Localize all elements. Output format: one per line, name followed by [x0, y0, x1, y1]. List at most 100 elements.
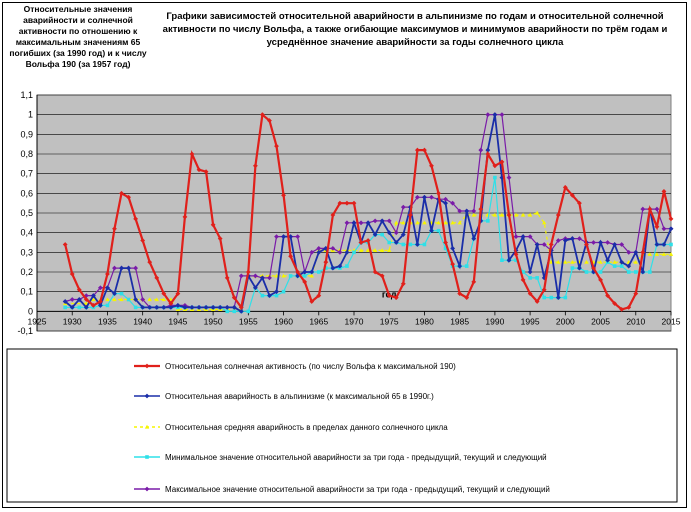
- x-tick-label: 1950: [204, 316, 223, 326]
- data-point: [570, 259, 575, 264]
- data-point: [119, 291, 124, 296]
- legend-item: Относительная солнечная активность (по ч…: [134, 362, 456, 371]
- data-point: [605, 293, 610, 298]
- data-point: [281, 289, 286, 294]
- data-point: [527, 269, 533, 275]
- data-point: [661, 252, 667, 256]
- data-point: [105, 297, 110, 302]
- series-1: [62, 112, 674, 314]
- x-tick-label: 1935: [98, 316, 117, 326]
- x-tick-label: 2005: [591, 316, 610, 326]
- y-tick-label: 0,5: [20, 208, 33, 218]
- data-point: [90, 303, 96, 308]
- data-point: [217, 236, 223, 241]
- data-point: [555, 295, 561, 300]
- data-point: [542, 295, 546, 300]
- data-point: [260, 112, 265, 118]
- data-point: [302, 269, 308, 275]
- data-point: [225, 309, 229, 314]
- data-point: [422, 194, 427, 200]
- data-point: [231, 295, 237, 300]
- data-point: [612, 259, 617, 264]
- data-point: [478, 147, 484, 153]
- data-point: [316, 249, 322, 255]
- data-point: [471, 236, 477, 241]
- x-tick-label: 1965: [309, 316, 328, 326]
- data-point: [154, 305, 160, 310]
- data-point: [182, 214, 188, 220]
- data-point: [654, 252, 660, 256]
- data-point: [62, 242, 68, 247]
- data-point: [105, 271, 110, 277]
- data-point: [351, 200, 357, 206]
- x-tick-label: 1955: [239, 316, 258, 326]
- data-point: [577, 265, 582, 271]
- data-point: [309, 299, 315, 304]
- data-point: [83, 305, 89, 310]
- data-point: [562, 185, 568, 190]
- data-point: [534, 242, 540, 247]
- data-point: [619, 259, 625, 265]
- data-point: [549, 295, 554, 300]
- data-point: [154, 297, 159, 302]
- data-point: [492, 163, 498, 169]
- data-point: [464, 295, 470, 300]
- data-point: [598, 270, 603, 274]
- data-point: [619, 242, 625, 247]
- data-point: [422, 242, 427, 247]
- data-point: [274, 234, 279, 239]
- data-point: [133, 216, 139, 222]
- data-point: [506, 212, 512, 218]
- data-point: [612, 301, 618, 306]
- data-point: [661, 242, 667, 247]
- data-point: [499, 212, 505, 217]
- data-point: [464, 264, 469, 268]
- data-point: [527, 291, 533, 297]
- data-point: [556, 259, 561, 264]
- data-point: [393, 240, 399, 245]
- data-point: [584, 270, 589, 274]
- data-point: [393, 295, 399, 300]
- data-point: [400, 204, 406, 210]
- data-point: [62, 299, 68, 304]
- legend-marker: [145, 455, 149, 459]
- data-point: [605, 240, 610, 245]
- data-point: [619, 264, 624, 268]
- data-point: [648, 270, 652, 274]
- legend-item: Максимальное значение относительной авар…: [134, 485, 550, 494]
- data-point: [352, 250, 356, 255]
- data-point: [140, 297, 146, 302]
- data-point: [527, 234, 533, 239]
- data-point: [598, 277, 603, 283]
- data-point: [90, 293, 96, 298]
- x-tick-label: 2010: [626, 316, 645, 326]
- data-point: [112, 265, 117, 271]
- data-point: [126, 194, 131, 200]
- data-point: [238, 273, 244, 279]
- data-point: [252, 163, 258, 169]
- data-point: [203, 305, 209, 310]
- chart-frame: [2, 2, 687, 508]
- data-point: [112, 226, 117, 232]
- data-point: [668, 252, 674, 256]
- data-point: [471, 212, 476, 217]
- data-point: [358, 220, 364, 226]
- y-tick-label: 1,1: [20, 90, 33, 100]
- data-point: [626, 263, 632, 269]
- data-point: [372, 232, 378, 238]
- data-point: [330, 212, 336, 218]
- data-point: [577, 200, 582, 206]
- data-point: [196, 167, 202, 173]
- data-point: [189, 305, 195, 310]
- y-tick-label: 0,6: [20, 188, 33, 198]
- data-point: [252, 273, 258, 279]
- data-point: [372, 269, 378, 275]
- data-point: [387, 248, 392, 252]
- data-point: [386, 218, 392, 224]
- legend-marker: [144, 486, 150, 492]
- data-point: [541, 242, 547, 247]
- data-point: [443, 246, 448, 251]
- data-point: [408, 242, 413, 247]
- data-point: [133, 305, 138, 310]
- data-point: [324, 266, 328, 270]
